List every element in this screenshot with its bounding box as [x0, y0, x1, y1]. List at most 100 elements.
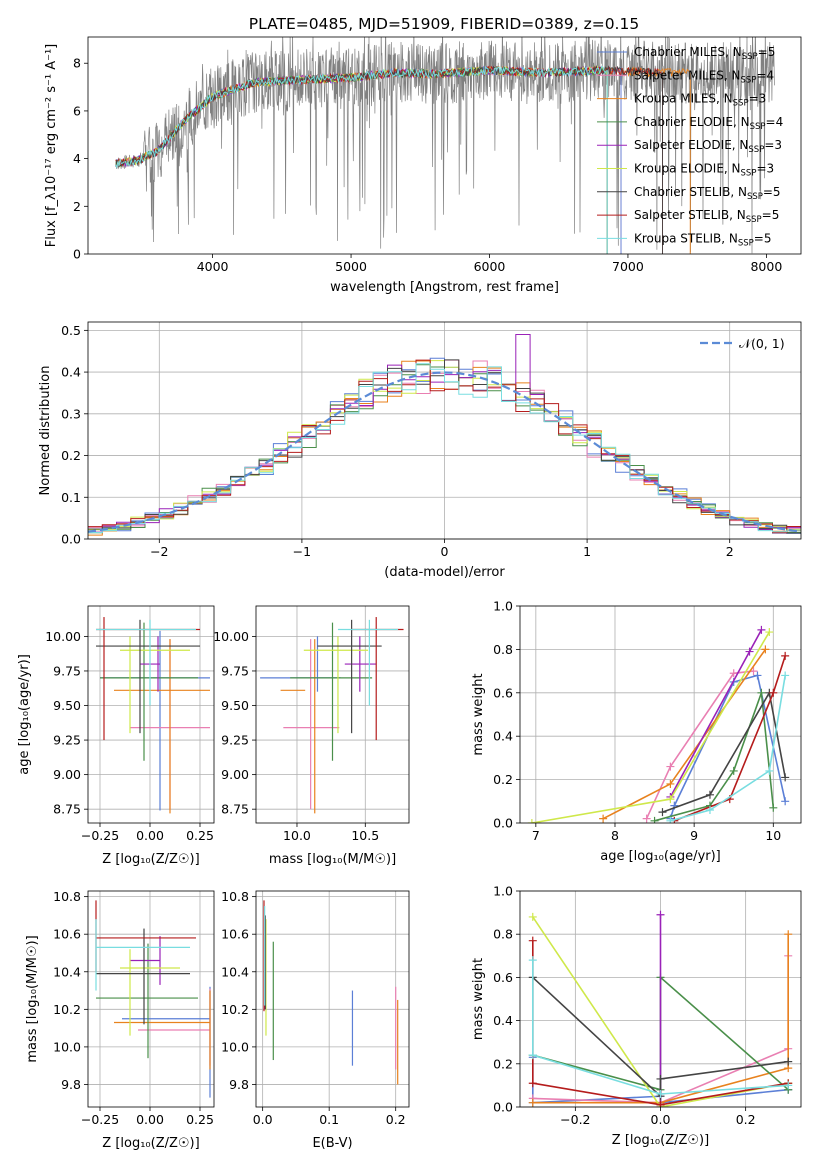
weight-line — [654, 692, 775, 822]
weight-marker — [769, 688, 778, 697]
plot-age_vs_Z: −0.25 0.00 0.25 8.75 9.00 9.25 9.50 9.75 10.00 Z … — [17, 605, 215, 867]
y-tick-label: 0.2 — [493, 772, 513, 787]
axes-frame — [255, 605, 410, 824]
spectrum-data — [115, 37, 775, 254]
weight-line — [669, 674, 786, 819]
x-tick-label: 0.0 — [651, 1112, 671, 1127]
weight-marker — [705, 805, 714, 814]
x-axis-label: age [log₁₀(age/yr)] — [600, 849, 721, 864]
weight-line — [670, 675, 786, 822]
x-tick-label: 7000 — [612, 259, 644, 274]
y-tick-label: 10.6 — [221, 927, 249, 942]
y-tick-label: 10.4 — [53, 964, 81, 979]
y-axis-label: Normed distribution — [38, 366, 53, 496]
histogram-chabrier-stelib — [88, 359, 801, 534]
weight-marker — [528, 912, 537, 921]
y-tick-label: 8 — [73, 56, 81, 71]
y-axis-label: mass weight — [471, 958, 486, 1040]
weight-marker — [528, 1051, 537, 1060]
y-tick-label: 0.2 — [61, 448, 81, 463]
weight-line — [602, 648, 767, 820]
weight-marker — [666, 762, 675, 771]
legend-label: Chabrier MILES, NSSP=5 — [634, 45, 775, 62]
y-axis-label: mass weight — [471, 673, 486, 755]
weight-salpeter-elodie — [666, 625, 766, 801]
histogram-kroupa-stelib — [88, 363, 801, 533]
weight-marker — [769, 803, 778, 812]
x-tick-label: 0.2 — [386, 1112, 406, 1127]
errorbar-kroupa-stelib — [95, 919, 190, 991]
weight-marker — [666, 795, 675, 804]
weight-marker — [765, 766, 774, 775]
weight-marker — [757, 625, 766, 634]
x-tick-label: 0.25 — [186, 828, 214, 843]
y-tick-label: 10.8 — [221, 889, 249, 904]
y-tick-label: 10.6 — [53, 927, 81, 942]
legend-label: Salpeter MILES, NSSP=4 — [634, 68, 774, 85]
y-tick-label: 2 — [73, 199, 81, 214]
x-tick-label: 0.25 — [186, 1112, 214, 1127]
y-tick-label: 0.6 — [493, 970, 513, 985]
plot-mass_vs_Z: −0.25 0.00 0.25 9.8 10.0 10.2 10.4 10.6 10.8 Z [l… — [25, 889, 215, 1151]
legend-label: Salpeter ELODIE, NSSP=3 — [634, 138, 782, 155]
errorbar-chabrier-stelib — [96, 619, 200, 734]
x-tick-label: 8 — [611, 828, 619, 843]
y-tick-label: 8.75 — [53, 802, 81, 817]
weight-line — [669, 629, 763, 798]
y-tick-label: 10.2 — [221, 1002, 249, 1017]
y-tick-label: 10.8 — [53, 889, 81, 904]
weight-marker — [781, 671, 790, 680]
y-tick-label: 9.8 — [229, 1077, 249, 1092]
y-tick-label: 0.3 — [61, 406, 81, 421]
x-axis-label: mass [log₁₀(M/M☉)] — [269, 852, 396, 867]
y-tick-label: 0.4 — [493, 1013, 513, 1028]
weight-marker — [781, 773, 790, 782]
weight-marker — [729, 766, 738, 775]
y-tick-label: 0.6 — [493, 685, 513, 700]
y-tick-label: 1.0 — [493, 884, 513, 899]
plot-area — [88, 334, 801, 536]
weight-line — [532, 934, 790, 1104]
y-tick-label: 10.4 — [221, 964, 249, 979]
errorbar-salpeter-elodie — [344, 636, 377, 692]
weight-marker — [656, 1100, 665, 1107]
plot-area — [96, 617, 210, 814]
axes-frame — [87, 605, 215, 824]
weight-line — [674, 655, 786, 822]
x-axis-label: wavelength [Angstrom, rest frame] — [330, 280, 559, 295]
y-tick-label: 10.00 — [213, 629, 249, 644]
errorbar-chabrier-miles — [260, 636, 341, 692]
weight-marker — [658, 808, 667, 817]
legend-label: Kroupa ELODIE, NSSP=3 — [634, 162, 774, 179]
errorbar-kroupa-stelib — [337, 619, 399, 706]
y-tick-label: 9.25 — [221, 733, 249, 748]
weight-marker — [528, 956, 537, 965]
y-tick-label: 0.2 — [493, 1056, 513, 1071]
y-axis-label: mass [log₁₀(M/M☉)] — [25, 935, 40, 1062]
errorbar-salpeter-elodie — [130, 936, 161, 985]
weight-marker — [745, 647, 754, 656]
weight-marker — [656, 1074, 665, 1083]
x-axis-label: Z [log₁₀(Z/Z☉)] — [612, 1133, 709, 1148]
y-axis-label: Flux [f_λ10⁻¹⁷ erg cm⁻² s⁻¹ A⁻¹] — [44, 44, 59, 248]
weight-marker — [599, 814, 608, 823]
x-axis-label: Z [log₁₀(Z/Z☉)] — [102, 852, 199, 867]
y-tick-label: 1.0 — [493, 599, 513, 614]
y-tick-label: 9.50 — [53, 698, 81, 713]
plot-weight_vs_Z: −0.2 0.0 0.2 0.0 0.2 0.4 0.6 0.8 1.0 Z [log₁₀(Z/Z… — [471, 884, 802, 1148]
errorbar-chabrier-stelib — [317, 619, 382, 734]
errorbar-chabrier-stelib — [96, 928, 190, 1025]
y-tick-label: 10.2 — [53, 1002, 81, 1017]
weight-salpeter-miles — [642, 667, 758, 823]
y-tick-label: 8.75 — [221, 802, 249, 817]
weight-line — [532, 976, 789, 1099]
legend-label: Salpeter STELIB, NSSP=5 — [634, 208, 779, 225]
weight-marker — [781, 651, 790, 660]
y-tick-label: 9.00 — [221, 767, 249, 782]
y-tick-label: 0.4 — [61, 365, 81, 380]
x-tick-label: 2 — [726, 544, 734, 559]
x-tick-label: −1 — [293, 544, 311, 559]
weight-marker — [527, 819, 536, 823]
weight-marker — [761, 645, 770, 654]
